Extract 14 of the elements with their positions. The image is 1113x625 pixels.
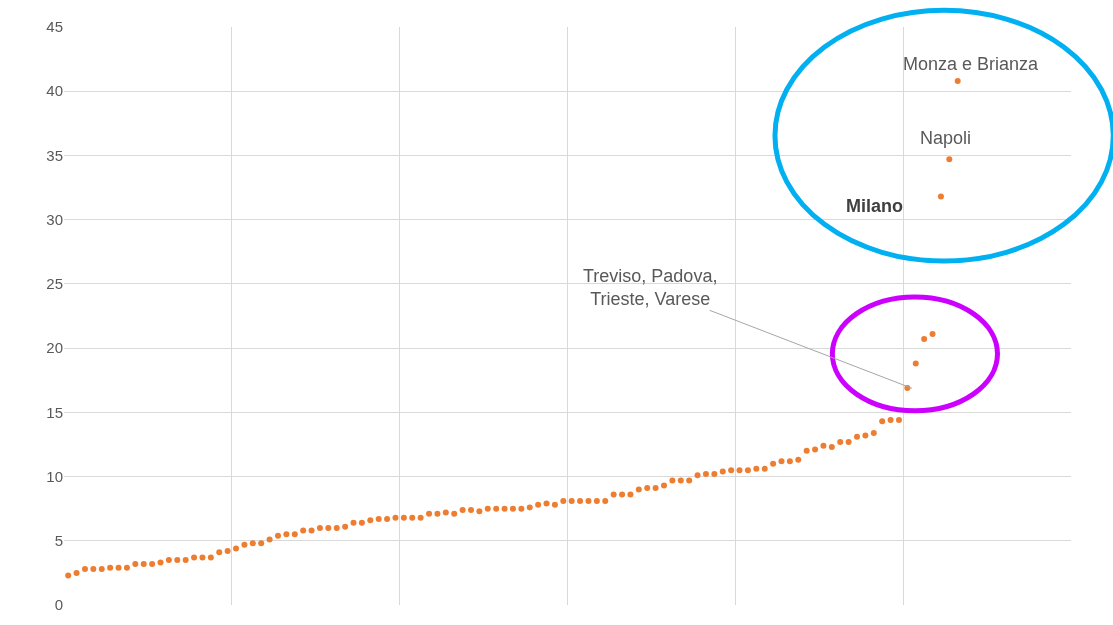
y-tick-label: 40 xyxy=(46,82,63,100)
y-tick-label: 20 xyxy=(46,339,63,357)
annotation: Napoli xyxy=(920,128,972,148)
y-tick-label: 0 xyxy=(54,596,63,614)
annotation: Monza e Brianza xyxy=(903,54,1040,74)
y-tick-label: 35 xyxy=(46,146,63,164)
annotation: Treviso, Padova, Trieste, Varese xyxy=(583,266,718,310)
y-tick-label: 15 xyxy=(46,403,63,421)
y-tick-label: 5 xyxy=(54,532,63,550)
y-tick-label: 25 xyxy=(46,275,63,293)
annotation: Milano xyxy=(846,196,903,216)
y-tick-label: 30 xyxy=(46,210,63,228)
y-tick-label: 10 xyxy=(46,467,63,485)
y-tick-label: 45 xyxy=(46,18,63,36)
